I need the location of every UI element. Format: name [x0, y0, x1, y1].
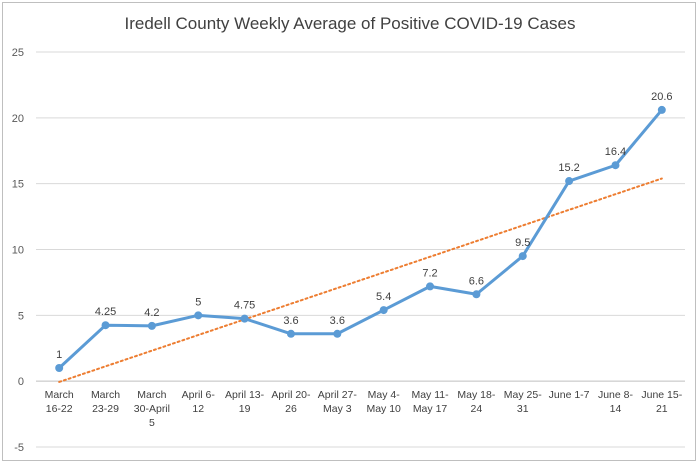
data-point: [101, 321, 110, 330]
data-point: [194, 311, 203, 320]
data-point: [426, 282, 435, 291]
data-label: 4.2: [144, 307, 159, 319]
x-category-label: May 11-May 17: [411, 389, 449, 415]
trendline: [58, 177, 663, 383]
y-tick-label: 15: [12, 179, 24, 191]
x-category-label: June 1-7: [549, 389, 590, 401]
x-category-label: March 16-22: [45, 389, 74, 415]
gridlines: [36, 51, 685, 448]
data-label: 4.75: [234, 300, 255, 312]
y-axis-tick-labels: -5 0 5 10 15 20 25: [12, 47, 24, 454]
data-label: 3.6: [283, 315, 298, 327]
trendline-line: [58, 177, 663, 383]
x-axis-category-labels: March 16-22 March 23-29 March 30-April 5 April …: [45, 389, 683, 429]
y-tick-label: 5: [18, 310, 24, 322]
chart-title: Iredell County Weekly Average of Positiv…: [124, 14, 576, 33]
y-tick-label: -5: [14, 442, 24, 454]
x-category-label: April 27-May 3: [318, 389, 358, 415]
data-label: 7.2: [422, 267, 437, 279]
data-point: [565, 177, 574, 186]
x-category-label: April 13-19: [225, 389, 265, 415]
data-point: [240, 314, 249, 323]
y-tick-label: 0: [18, 376, 24, 388]
x-category-label: May 25-31: [504, 389, 542, 415]
data-point: [147, 321, 156, 330]
data-label: 9.5: [515, 237, 530, 249]
data-label: 15.2: [558, 162, 579, 174]
data-point: [518, 252, 527, 261]
data-label: 6.6: [469, 275, 484, 287]
data-label: 3.6: [330, 315, 345, 327]
data-label: 5: [195, 296, 201, 308]
x-category-label: May 18-24: [457, 389, 495, 415]
x-category-label: March 30-April 5: [134, 389, 170, 429]
series-polyline: [57, 108, 664, 370]
data-label: 16.4: [605, 146, 626, 158]
data-point: [472, 290, 481, 299]
y-tick-label: 20: [12, 113, 24, 125]
data-label: 5.4: [376, 291, 391, 303]
data-label: 1: [56, 349, 62, 361]
x-category-label: April 20-26: [271, 389, 311, 415]
chart-area: [2, 2, 696, 461]
data-point: [55, 364, 64, 372]
data-point: [286, 329, 295, 338]
x-category-label: June 15-21: [641, 389, 682, 415]
data-point: [333, 329, 342, 338]
x-category-label: March 23-29: [91, 389, 120, 415]
y-tick-label: 10: [12, 245, 24, 257]
x-category-label: May 4-May 10: [366, 389, 401, 415]
data-label: 20.6: [651, 91, 672, 103]
y-tick-label: 25: [12, 47, 24, 59]
data-point: [657, 105, 666, 114]
data-label: 4.25: [95, 306, 116, 318]
x-category-label: June 8-14: [598, 389, 634, 415]
data-point: [611, 161, 620, 170]
data-labels: 14.25 4.25 4.753.6 3.65.47.26.69.515.216.42…: [56, 91, 672, 361]
series-line: [57, 108, 664, 370]
data-points: [55, 105, 666, 372]
x-category-label: April 6-12: [182, 389, 216, 415]
data-point: [379, 306, 388, 315]
